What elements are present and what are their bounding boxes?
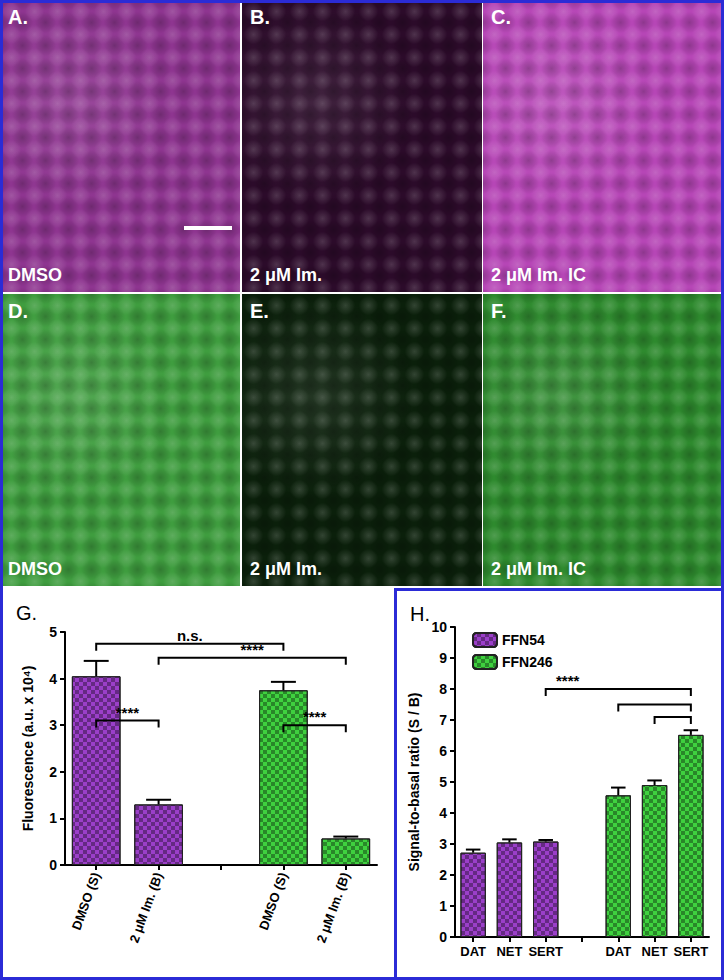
svg-text:****: ****: [241, 641, 265, 658]
svg-text:G.: G.: [16, 602, 37, 624]
svg-text:5: 5: [439, 774, 447, 790]
svg-text:4: 4: [439, 805, 447, 821]
html-text:B.: B.: [250, 6, 270, 28]
html-text:DMSO: DMSO: [8, 265, 62, 285]
html-text:D.: D.: [8, 300, 28, 322]
svg-text:10: 10: [431, 619, 447, 635]
svg-text:1: 1: [49, 810, 57, 826]
svg-text:2 μM Im. (B): 2 μM Im. (B): [314, 870, 353, 944]
svg-text:2: 2: [439, 867, 447, 883]
html-text:2 μM Im.: 2 μM Im.: [250, 559, 322, 579]
svg-text:NET: NET: [642, 944, 668, 959]
svg-text:DMSO (S): DMSO (S): [256, 870, 291, 931]
svg-text:NET: NET: [496, 944, 522, 959]
html-text:C.: C.: [491, 6, 511, 28]
svg-text:H.: H.: [410, 603, 430, 625]
svg-text:0: 0: [49, 857, 57, 873]
svg-text:6: 6: [439, 743, 447, 759]
svg-text:FFN54: FFN54: [502, 632, 545, 648]
svg-text:Fluorescence (a.u. x 10⁴): Fluorescence (a.u. x 10⁴): [20, 666, 36, 832]
svg-text:3: 3: [439, 836, 447, 852]
svg-text:0: 0: [439, 929, 447, 945]
html-text:E.: E.: [250, 300, 269, 322]
svg-text:9: 9: [439, 650, 447, 666]
html-text:F.: F.: [491, 300, 507, 322]
svg-text:SERT: SERT: [528, 944, 563, 959]
svg-text:****: ****: [303, 708, 327, 725]
svg-text:DAT: DAT: [605, 944, 631, 959]
svg-text:4: 4: [49, 671, 57, 687]
svg-text:2 μM Im. (B): 2 μM Im. (B): [126, 870, 165, 944]
svg-text:2: 2: [49, 764, 57, 780]
svg-text:DAT: DAT: [460, 944, 486, 959]
html-text:2 μM Im.: 2 μM Im.: [250, 265, 322, 285]
svg-text:****: ****: [116, 704, 140, 721]
svg-text:7: 7: [439, 712, 447, 728]
svg-text:1: 1: [439, 898, 447, 914]
html-text:A.: A.: [8, 6, 28, 28]
svg-text:FFN246: FFN246: [502, 654, 553, 670]
svg-text:****: ****: [556, 672, 580, 689]
html-text:DMSO: DMSO: [8, 559, 62, 579]
svg-text:n.s.: n.s.: [177, 627, 203, 644]
svg-text:3: 3: [49, 717, 57, 733]
html-text:2 μM Im. IC: 2 μM Im. IC: [491, 559, 586, 579]
html-text:2 μM Im. IC: 2 μM Im. IC: [491, 265, 586, 285]
svg-text:SERT: SERT: [674, 944, 709, 959]
svg-text:DMSO (S): DMSO (S): [69, 870, 104, 931]
svg-text:5: 5: [49, 624, 57, 640]
svg-text:8: 8: [439, 681, 447, 697]
svg-text:Signal-to-basal ratio (S / B): Signal-to-basal ratio (S / B): [406, 693, 422, 872]
